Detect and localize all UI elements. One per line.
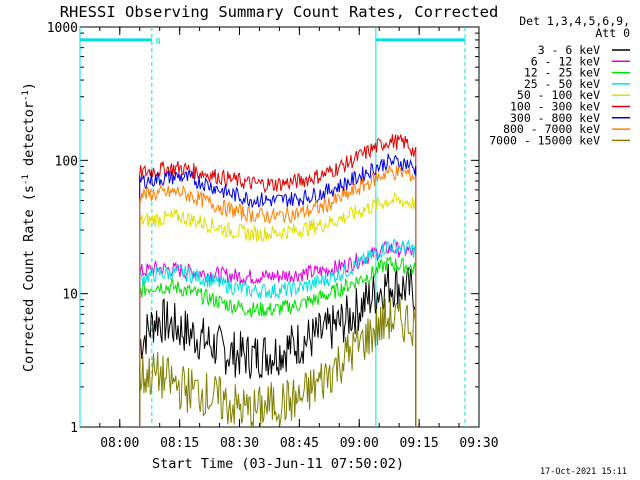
x-axis: 08:00 08:15 08:30 08:45 09:00 09:15 09:30 — [99, 27, 499, 451]
y-tick-label: 1 — [70, 421, 78, 436]
legend-label: 12 - 25 keV — [524, 66, 600, 80]
legend-label: 800 - 7000 keV — [503, 122, 600, 136]
x-tick-label: 09:00 — [340, 436, 379, 451]
series-line — [139, 296, 417, 428]
series-layer — [139, 134, 417, 428]
series-line — [139, 153, 417, 427]
x-tick-label: 09:15 — [400, 436, 439, 451]
series-line — [139, 165, 417, 427]
series-line — [139, 191, 417, 427]
x-tick-label: 09:30 — [459, 436, 498, 451]
series-line — [139, 134, 417, 427]
legend-label: 3 - 6 keV — [538, 43, 600, 57]
x-tick-label: 08:45 — [280, 436, 319, 451]
chart-title: RHESSI Observing Summary Count Rates, Co… — [60, 3, 499, 21]
y-tick-label: 100 — [55, 154, 78, 169]
y-tick-label: 10 — [62, 288, 78, 303]
marker-layer: N — [79, 27, 466, 427]
footer-date: 17-Oct-2021 15:11 — [540, 467, 627, 477]
x-tick-label: 08:30 — [220, 436, 259, 451]
plot-area: 1 10 100 1000 08:00 08:15 08:30 08:45 09:00 09:1… — [47, 21, 499, 451]
legend-label: 25 - 50 keV — [524, 77, 600, 91]
x-axis-label: Start Time (03-Jun-11 07:50:02) — [152, 456, 404, 472]
marker-bar-label: N — [156, 37, 161, 46]
legend-label: 7000 - 15000 keV — [489, 133, 600, 147]
series-line — [139, 237, 417, 427]
x-tick-label: 08:00 — [100, 436, 139, 451]
series-line — [139, 256, 417, 427]
y-axis: 1 10 100 1000 — [47, 21, 479, 436]
legend-label: 50 - 100 keV — [517, 88, 600, 102]
legend-label: 300 - 800 keV — [510, 111, 600, 125]
y-axis-label: Corrected Count Rate (s-1 detector-1) — [21, 82, 37, 372]
legend-header-line-2: Att 0 — [595, 26, 630, 40]
legend-label: 100 - 300 keV — [510, 100, 600, 114]
x-tick-label: 08:15 — [160, 436, 199, 451]
series-line — [139, 263, 417, 427]
y-tick-label: 1000 — [47, 21, 78, 36]
legend-label: 6 - 12 keV — [531, 54, 600, 68]
legend-header-line-1: Det 1,3,4,5,6,9, — [519, 14, 630, 28]
